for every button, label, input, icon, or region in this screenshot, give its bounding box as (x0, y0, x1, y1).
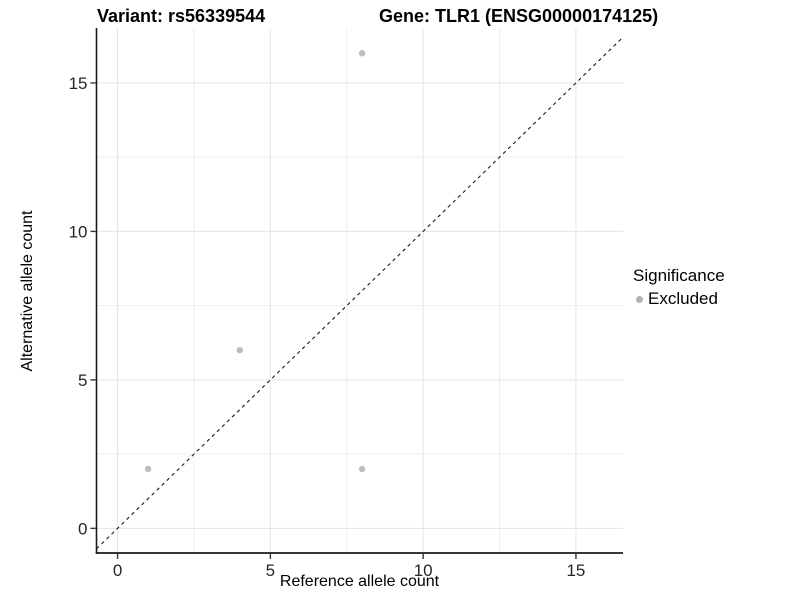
axis-tick-labels: 0 5 10 15 0 5 10 15 (69, 74, 586, 580)
y-tick-label: 10 (69, 222, 88, 241)
identity-dashed-line (96, 36, 624, 550)
data-point (358, 50, 366, 57)
y-tick-label: 5 (78, 371, 87, 390)
legend: Significance Excluded (633, 266, 725, 309)
data-point (144, 465, 152, 473)
x-tick-label: 15 (566, 561, 585, 580)
plot-title-variant: Variant: rs56339544 (97, 6, 266, 26)
axis-lines (95, 28, 623, 554)
major-gridlines (96, 28, 623, 553)
minor-gridlines (96, 28, 623, 553)
y-tick-label: 0 (78, 519, 87, 538)
data-point (358, 465, 366, 473)
identity-line (96, 36, 624, 550)
axis-ticks (90, 82, 577, 559)
x-tick-label: 10 (414, 561, 433, 580)
y-tick-label: 15 (69, 74, 88, 93)
legend-point-icon (636, 295, 643, 303)
legend-entry-excluded: Excluded (633, 289, 725, 309)
legend-title: Significance (633, 266, 725, 285)
data-point (236, 346, 244, 354)
x-axis-title: Reference allele count (279, 573, 440, 590)
data-points (144, 50, 366, 473)
x-tick-label: 0 (113, 561, 122, 580)
x-tick-label: 5 (266, 561, 275, 580)
legend-entry-label: Excluded (648, 289, 718, 308)
y-axis-title: Alternative allele count (19, 210, 36, 372)
plot-title-gene: Gene: TLR1 (ENSG00000174125) (379, 6, 659, 26)
